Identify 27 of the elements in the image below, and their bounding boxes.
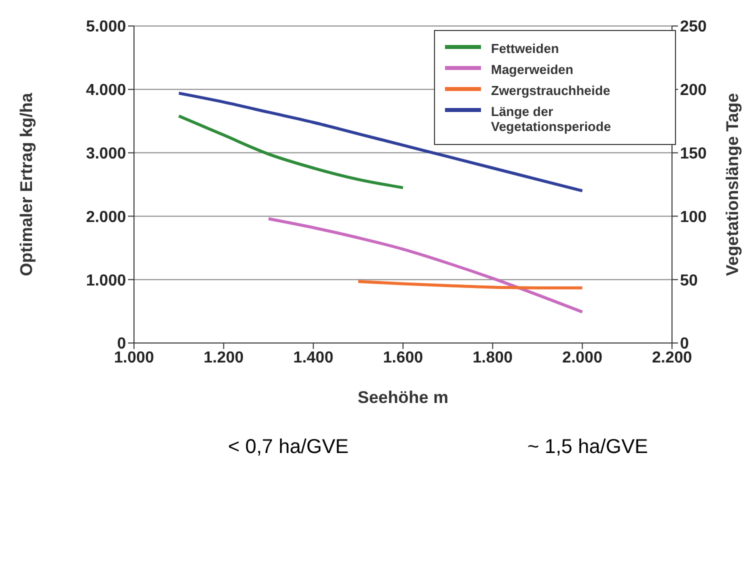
text: < 0,7 ha/GVE (228, 436, 349, 459)
x-tick-label: 1.600 (382, 349, 424, 366)
text: ~ 1,5 ha/GVE (527, 436, 648, 459)
legend-label: Länge der Vegetationsperiode (491, 104, 612, 134)
x-axis-title: Seehöhe m (358, 388, 448, 407)
x-tick-label: 1.800 (472, 349, 513, 366)
x-tick-label: 1.400 (293, 349, 334, 366)
line-series (267, 217, 584, 314)
legend-label: Fettweiden (491, 41, 560, 56)
legend-label: Magerweiden (491, 62, 574, 77)
y2-tick-label: 50 (680, 272, 698, 290)
y-tick-label: 2.000 (86, 208, 126, 226)
line-series (177, 114, 404, 190)
y-tick-label: 3.000 (86, 145, 126, 162)
legend-label: Zwergstrauchheide (491, 83, 612, 98)
y-tick-label: 5.000 (86, 18, 126, 36)
x-tick-label: 2.000 (562, 349, 602, 366)
y2-tick-label: 150 (680, 145, 707, 162)
y2-axis-title: Vegetationslänge Tage (723, 93, 742, 276)
y2-tick-label: 100 (680, 208, 707, 226)
y2-tick-label: 200 (680, 82, 707, 100)
y-tick-label: 1.000 (86, 272, 126, 290)
y-axis-title: Optimaler Ertrag kg/ha (17, 92, 36, 276)
y-tick-label: 4.000 (86, 82, 126, 100)
x-tick-label: 1.200 (204, 349, 244, 366)
line-series (356, 280, 584, 290)
y2-tick-label: 250 (680, 18, 707, 36)
